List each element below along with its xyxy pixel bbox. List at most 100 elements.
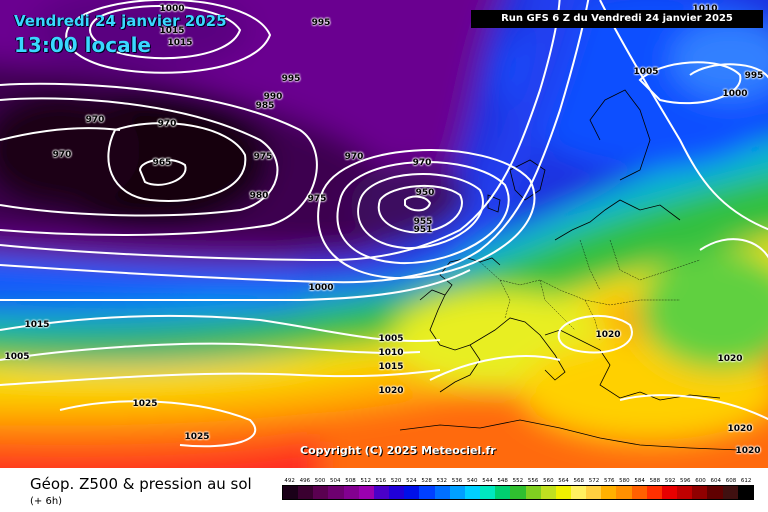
forecast-time: 13:00 locale	[14, 33, 151, 57]
scale-label: 596	[680, 478, 691, 484]
scale-label: 568	[573, 478, 585, 484]
scale-label: 592	[664, 478, 676, 484]
scale-label: 496	[299, 478, 311, 484]
scale-swatch	[525, 486, 541, 499]
scale-label: 544	[482, 478, 493, 484]
scale-swatch	[404, 486, 420, 499]
isobar-label: 970	[157, 119, 177, 129]
z500-map: 1000 1015 995 1015 995 990 985 970 970 9…	[0, 0, 768, 468]
isobar-label: 1020	[595, 330, 621, 340]
isobar-label: 970	[52, 150, 72, 160]
scale-swatch	[586, 486, 602, 499]
scale-swatch	[464, 486, 481, 499]
isobars	[0, 0, 768, 446]
scale-label: 580	[619, 478, 630, 484]
isobar-label: 970	[85, 115, 105, 125]
isobar-label: 990	[263, 92, 283, 102]
isobar-label: 1015	[167, 38, 193, 48]
isobar-label: 1020	[717, 354, 743, 364]
scale-label: 556	[527, 478, 539, 484]
scale-swatch	[283, 486, 299, 499]
isobar-label: 970	[412, 158, 432, 168]
isobar-label: 1020	[735, 446, 761, 456]
scale-label: 524	[406, 478, 417, 484]
scale-label: 600	[695, 478, 706, 484]
scale-label: 552	[512, 478, 524, 484]
scale-swatch	[480, 486, 496, 499]
scale-swatch	[495, 486, 511, 499]
isobar-label: 1025	[184, 432, 210, 442]
isobar-label: 975	[307, 194, 327, 204]
isobar-label: 1025	[132, 399, 158, 409]
run-info-banner: Run GFS 6 Z du Vendredi 24 janvier 2025	[471, 10, 763, 28]
scale-swatch	[555, 486, 571, 499]
coastlines	[399, 89, 741, 451]
scale-swatch	[646, 486, 662, 499]
isobar-label: 970	[344, 152, 364, 162]
scale-label: 548	[497, 478, 508, 484]
scale-swatch	[510, 486, 526, 499]
scale-swatch	[722, 486, 738, 499]
isobar-label: 1015	[24, 320, 50, 330]
color-scale-bar	[282, 485, 754, 500]
scale-label: 520	[390, 478, 402, 484]
scale-swatch	[540, 486, 556, 499]
isobar-label: 980	[249, 191, 269, 201]
scale-swatch	[677, 486, 693, 499]
isobar-label: 1005	[378, 334, 404, 344]
scale-swatch	[570, 486, 587, 499]
isobar-label: 1005	[633, 67, 659, 77]
scale-label: 560	[543, 478, 554, 484]
isobar-label: 995	[311, 18, 331, 28]
scale-label: 516	[375, 478, 387, 484]
isobar-label: 955	[413, 217, 433, 227]
scale-swatch	[358, 486, 374, 499]
scale-label: 532	[436, 478, 448, 484]
scale-swatch	[737, 486, 753, 499]
scale-label: 588	[649, 478, 661, 484]
scale-swatch	[343, 486, 359, 499]
scale-swatch	[389, 486, 405, 499]
scale-swatch	[692, 486, 708, 499]
scale-label: 572	[588, 478, 600, 484]
forecast-date: Vendredi 24 janvier 2025	[14, 12, 227, 30]
isobar-label: 965	[152, 158, 172, 168]
isobar-label: 951	[413, 225, 433, 235]
scale-label: 564	[558, 478, 569, 484]
scale-swatch	[419, 486, 435, 499]
color-scale-labels: 492 496 500 504 508 512 516 520 524 528 532 536 540 5…	[282, 477, 754, 485]
scale-swatch	[313, 486, 329, 499]
scale-label: 604	[710, 478, 721, 484]
scale-swatch	[631, 486, 647, 499]
scale-swatch	[616, 486, 632, 499]
isobar-label: 1005	[4, 352, 30, 362]
isobar-label: 1010	[692, 4, 718, 14]
scale-label: 536	[451, 478, 463, 484]
isobar-label: 995	[281, 74, 301, 84]
scale-label: 500	[314, 478, 326, 484]
isobar-label: 1000	[159, 4, 185, 14]
isobar-label: 1015	[159, 26, 185, 36]
borders	[479, 239, 701, 341]
map-svg	[0, 0, 768, 468]
scale-label: 512	[360, 478, 371, 484]
scale-swatch	[449, 486, 465, 499]
scale-label: 540	[466, 478, 478, 484]
isobar-label: 985	[255, 101, 275, 111]
scale-label: 528	[421, 478, 432, 484]
scale-label: 612	[740, 478, 752, 484]
scale-label: 584	[634, 478, 645, 484]
scale-swatch	[661, 486, 678, 499]
scale-swatch	[601, 486, 617, 499]
forecast-offset: (+ 6h)	[30, 496, 63, 507]
scale-swatch	[373, 486, 390, 499]
isobar-label: 1020	[727, 424, 753, 434]
scale-label: 576	[603, 478, 615, 484]
isobar-label: 950	[415, 188, 435, 198]
scale-swatch	[434, 486, 450, 499]
scale-swatch	[298, 486, 314, 499]
isobar-label: 1010	[378, 348, 404, 358]
scale-swatch	[707, 486, 723, 499]
isobar-label: 995	[744, 71, 764, 81]
